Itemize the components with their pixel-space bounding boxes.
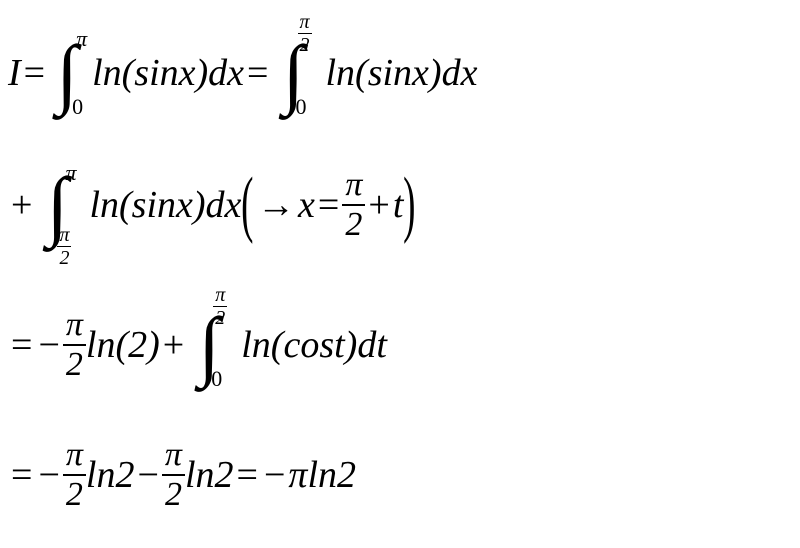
paren-close: ) — [404, 175, 416, 234]
equals-3: = — [8, 323, 35, 367]
equation-line-1: I = ∫ π 0 ln(sinx)dx = ∫ π 2 0 ln(sinx)d… — [8, 10, 792, 135]
variable-I: I — [8, 51, 21, 95]
integrand-3: ln(cost)dt — [241, 323, 387, 367]
pi-over-2-frac-4a: π 2 — [63, 438, 86, 512]
ln2-4b: ln2 — [185, 453, 234, 497]
integral-upper-frac: π 2 — [297, 12, 311, 56]
minus-4b: − — [134, 453, 161, 497]
minus-4a: − — [35, 453, 62, 497]
integral-3: ∫ π 2 0 — [187, 306, 231, 384]
arrow: → — [254, 183, 298, 227]
integral-lower: 0 — [72, 96, 83, 118]
integral-upper-frac: π 2 — [213, 284, 227, 328]
pi-symbol: π — [288, 453, 307, 497]
pi-over-2: π 2 — [57, 225, 71, 268]
equation-line-4: = − π 2 ln2 − π 2 ln2 = − π ln2 — [8, 415, 792, 535]
pi-over-2-frac-3: π 2 — [63, 308, 86, 382]
minus-3: − — [35, 323, 62, 367]
integral-1a: ∫ π 0 — [48, 34, 86, 112]
ln2-4c: ln2 — [307, 453, 356, 497]
plus-2b: + — [365, 183, 392, 227]
integral-upper: π — [65, 162, 76, 184]
equals-4b: = — [234, 453, 261, 497]
ln2-paren: ln(2) — [86, 323, 160, 367]
pi-over-2-frac: π 2 — [342, 168, 365, 242]
integral-upper: π — [76, 28, 87, 50]
integral-lower: 0 — [295, 96, 306, 118]
integral-2: ∫ π π 2 — [35, 166, 79, 244]
paren-open: ( — [242, 175, 254, 234]
integrand-1b: ln(sinx)dx — [325, 51, 477, 95]
equals-2: = — [315, 183, 342, 227]
pi-over-2: π 2 — [297, 12, 311, 55]
integral-lower: 0 — [211, 368, 222, 390]
integrand-2: ln(sinx)dx — [89, 183, 241, 227]
equals-1a: = — [21, 51, 48, 95]
integral-lower-frac: π 2 — [57, 224, 71, 268]
minus-4c: − — [261, 453, 288, 497]
variable-t: t — [393, 183, 404, 227]
variable-x: x — [298, 183, 315, 227]
integral-1b: ∫ π 2 0 — [271, 34, 315, 112]
pi-over-2-frac-4b: π 2 — [162, 438, 185, 512]
plus-2a: + — [8, 183, 35, 227]
integrand-1a: ln(sinx)dx — [92, 51, 244, 95]
equals-4a: = — [8, 453, 35, 497]
math-derivation: I = ∫ π 0 ln(sinx)dx = ∫ π 2 0 ln(sinx)d… — [0, 0, 800, 548]
plus-3: + — [160, 323, 187, 367]
pi-over-2: π 2 — [213, 285, 227, 328]
equals-1b: = — [244, 51, 271, 95]
equation-line-3: = − π 2 ln(2) + ∫ π 2 0 ln(cost)dt — [8, 275, 792, 415]
ln2-4a: ln2 — [86, 453, 135, 497]
equation-line-2: + ∫ π π 2 ln(sinx)dx ( → x = π 2 + t ) — [8, 135, 792, 275]
